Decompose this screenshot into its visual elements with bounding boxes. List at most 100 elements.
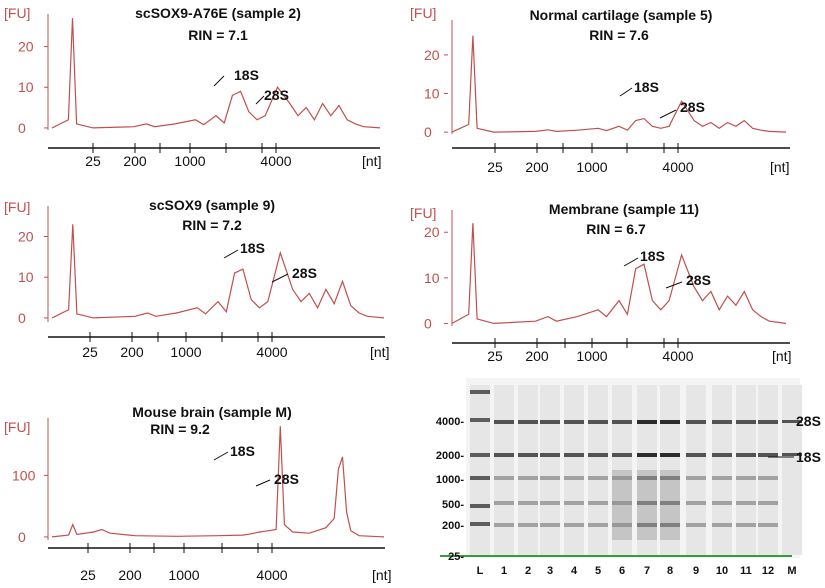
gel-band: [494, 420, 514, 424]
band-18s-label: 18S: [796, 449, 821, 465]
chart-subtitle: RIN = 6.7: [586, 221, 646, 237]
x-tick-label: 1000: [576, 159, 607, 175]
y-tick-label: 100: [12, 467, 36, 483]
peak-28s-label: 28S: [292, 265, 317, 281]
peak-18s-label: 18S: [234, 67, 259, 83]
gel-band: [686, 501, 706, 505]
gel-ladder-labels: 4000- 2000- 1000- 500- 200- 25-: [436, 416, 464, 563]
peak-28s-leader: [659, 109, 677, 119]
gel-band: [736, 476, 756, 480]
gel-band: [518, 476, 538, 480]
gel-band: [518, 453, 538, 457]
gel-band: [686, 453, 706, 457]
x-tick-label: 200: [120, 344, 144, 360]
gel-band: [612, 420, 632, 424]
gel-band: [470, 453, 490, 457]
lane-label: 11: [740, 565, 752, 577]
y-tick-label: 20: [18, 39, 34, 55]
peak-18s-label: 18S: [240, 240, 265, 256]
gel-band: [494, 523, 514, 527]
gel-band: [540, 501, 560, 505]
gel-band: [494, 453, 514, 457]
gel-lane-labels: L 1 2 3 4 5 6 7 8 9 10 11 12 M: [477, 565, 797, 577]
peak-28s-leader: [255, 479, 271, 487]
gel-band: [612, 476, 632, 480]
gel-band: [612, 501, 632, 505]
lane-label: 10: [716, 565, 728, 577]
y-axis-label: [FU]: [4, 5, 30, 21]
chart-subtitle: RIN = 7.6: [589, 27, 649, 43]
trace-line: [51, 426, 385, 538]
gel-band: [564, 420, 584, 424]
y-tick-label: 10: [18, 79, 34, 95]
x-tick-label: 25: [85, 153, 101, 169]
peak-18s-leader: [213, 451, 229, 461]
gel-band: [686, 420, 706, 424]
trace-line: [451, 35, 787, 133]
band-28s-label: 28S: [796, 413, 821, 429]
gel-image: 4000-2000-1000-500-200-25- L 1 2 3 4 5 6 7 8 9 10 1…: [436, 378, 821, 577]
y-tick-label: 20: [424, 47, 440, 63]
gel-band: [782, 420, 802, 423]
gel-lane: [470, 385, 490, 555]
gel-band: [712, 453, 732, 457]
gel-band: [637, 501, 657, 505]
trace-line: [451, 223, 787, 325]
y-tick-label: 0: [424, 315, 432, 331]
gel-smear: [660, 470, 680, 540]
gel-lane: [612, 385, 632, 555]
lane-label: 7: [644, 565, 650, 577]
gel-band: [758, 501, 778, 505]
x-tick-label: 25: [487, 159, 503, 175]
peak-18s-label: 18S: [634, 79, 659, 95]
gel-band: [686, 523, 706, 527]
ladder-size-label: 1000-: [436, 474, 464, 486]
x-tick-label: 1000: [168, 567, 199, 583]
gel-band: [540, 523, 560, 527]
lane-label: 5: [595, 565, 601, 577]
gel-band: [540, 420, 560, 424]
y-tick-label: 0: [18, 120, 26, 136]
lane-label: M: [787, 565, 796, 577]
gel-band: [470, 418, 490, 422]
gel-band: [660, 501, 680, 505]
x-axis-unit: [nt]: [770, 159, 789, 175]
gel-band: [588, 523, 608, 527]
trace-line: [51, 224, 385, 319]
y-tick-label: 0: [18, 310, 26, 326]
x-tick-label: 1000: [170, 344, 201, 360]
gel-band: [712, 476, 732, 480]
gel-band: [494, 501, 514, 505]
gel-lane: [518, 385, 538, 555]
panel-membrane: [FU] Membrane (sample 11) RIN = 6.7 0 10 2…: [410, 201, 791, 364]
gel-band: [712, 523, 732, 527]
gel-band: [588, 501, 608, 505]
gel-band: [494, 476, 514, 480]
x-axis-unit: [nt]: [372, 567, 391, 583]
gel-band: [736, 453, 756, 457]
peak-18s-leader: [619, 87, 633, 97]
x-tick-label: 1000: [576, 348, 607, 364]
peak-28s-label: 28S: [686, 272, 711, 288]
gel-lane: [782, 385, 802, 555]
gel-lane: [660, 385, 680, 555]
ladder-size-label: 4000-: [436, 416, 464, 428]
ladder-size-label: 2000-: [436, 450, 464, 462]
panel-normal-cartilage: [FU] Normal cartilage (sample 5) RIN = 7…: [410, 5, 790, 175]
lane-label: L: [477, 565, 484, 577]
gel-lane: [494, 385, 514, 555]
lane-label: 9: [693, 565, 699, 577]
y-axis-label: [FU]: [4, 419, 30, 435]
x-tick-label: 200: [118, 567, 142, 583]
x-tick-label: 4000: [256, 344, 287, 360]
x-tick-label: 200: [123, 153, 147, 169]
y-tick-label: 0: [424, 124, 432, 140]
lane-label: 12: [762, 565, 774, 577]
y-axis-label: [FU]: [410, 205, 436, 221]
gel-band: [736, 501, 756, 505]
chart-title: Normal cartilage (sample 5): [530, 7, 713, 23]
x-tick-label: 4000: [662, 159, 693, 175]
gel-band: [660, 453, 680, 457]
gel-lanes: [466, 378, 802, 558]
